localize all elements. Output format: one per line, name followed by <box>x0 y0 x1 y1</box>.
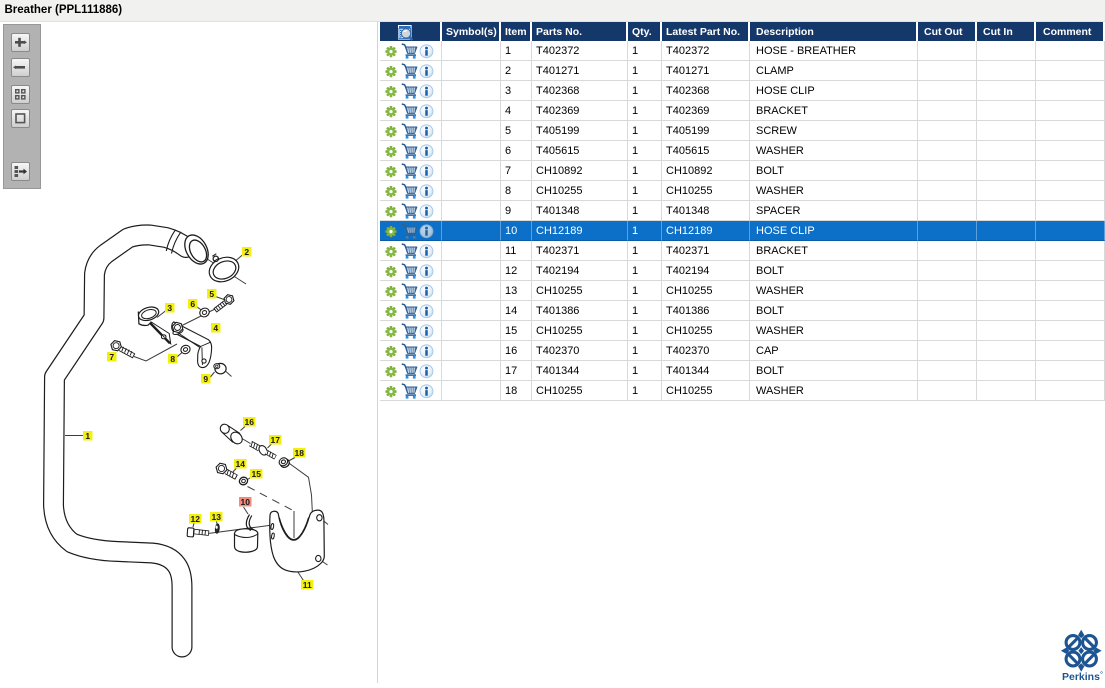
svg-text:4: 4 <box>213 323 218 333</box>
svg-text:17: 17 <box>271 435 281 445</box>
svg-text:1: 1 <box>85 431 90 441</box>
svg-text:16: 16 <box>245 417 255 427</box>
svg-text:7: 7 <box>109 352 114 362</box>
svg-text:13: 13 <box>212 512 222 522</box>
svg-text:14: 14 <box>236 459 246 469</box>
svg-text:18: 18 <box>295 448 305 458</box>
svg-text:11: 11 <box>303 580 312 590</box>
svg-text:15: 15 <box>252 469 262 479</box>
svg-text:3: 3 <box>167 303 172 313</box>
svg-text:2: 2 <box>244 247 249 257</box>
svg-text:6: 6 <box>190 299 195 309</box>
svg-text:10: 10 <box>241 497 251 507</box>
svg-text:9: 9 <box>203 374 208 384</box>
svg-text:Perkins: Perkins <box>1062 671 1100 683</box>
svg-text:5: 5 <box>209 289 214 299</box>
svg-text:8: 8 <box>170 354 175 364</box>
svg-text:12: 12 <box>191 514 201 524</box>
